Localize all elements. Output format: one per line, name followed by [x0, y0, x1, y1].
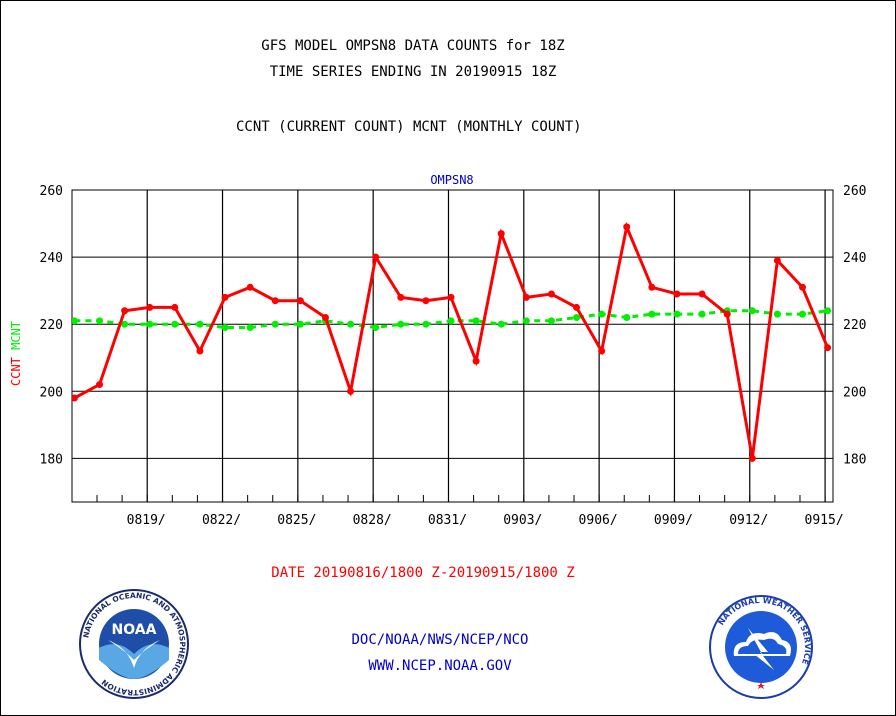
- x-tick-label: 0819/: [127, 513, 166, 528]
- x-tick-label: 0825/: [277, 513, 316, 528]
- data-point-ccnt: [598, 347, 606, 355]
- data-point-mcnt: [96, 317, 104, 325]
- data-point-mcnt: [497, 320, 505, 328]
- y-axis-label: CCNT MCNT: [9, 321, 23, 386]
- data-point-ccnt: [648, 283, 656, 291]
- data-point-mcnt: [221, 324, 229, 332]
- x-tick-label: 0915/: [805, 513, 844, 528]
- data-point-mcnt: [472, 317, 480, 325]
- data-point-ccnt: [121, 307, 129, 315]
- data-point-ccnt: [221, 293, 229, 301]
- chart-subtitle: TIME SERIES ENDING IN 20190915 18Z: [269, 64, 557, 80]
- data-point-mcnt: [171, 320, 179, 328]
- data-point-mcnt: [824, 307, 832, 315]
- y-tick-label-left: 180: [40, 452, 63, 467]
- website-label: WWW.NCEP.NOAA.GOV: [368, 658, 512, 674]
- data-point-mcnt: [72, 317, 78, 325]
- x-tick-label: 0906/: [579, 513, 618, 528]
- data-point-ccnt: [397, 293, 405, 301]
- agency-label: DOC/NOAA/NWS/NCEP/NCO: [351, 632, 529, 648]
- y-tick-label-right: 220: [843, 318, 866, 333]
- y-tick-label-left: 220: [40, 318, 63, 333]
- data-point-mcnt: [246, 324, 254, 332]
- data-point-mcnt: [522, 317, 530, 325]
- data-point-ccnt: [547, 290, 555, 298]
- data-point-mcnt: [673, 310, 681, 318]
- data-point-ccnt: [321, 313, 329, 321]
- chart-title: GFS MODEL OMPSN8 DATA COUNTS for 18Z: [261, 38, 565, 54]
- y-tick-label-right: 240: [843, 251, 866, 266]
- data-point-mcnt: [623, 313, 631, 321]
- data-point-mcnt: [748, 307, 756, 315]
- y-tick-label-left: 260: [40, 184, 63, 199]
- data-point-ccnt: [196, 347, 204, 355]
- data-point-ccnt: [146, 303, 154, 311]
- data-point-ccnt: [623, 223, 631, 231]
- data-point-ccnt: [698, 290, 706, 298]
- data-point-ccnt: [673, 290, 681, 298]
- x-tick-label: 0912/: [729, 513, 768, 528]
- data-point-ccnt: [723, 310, 731, 318]
- plot-title: OMPSN8: [430, 173, 473, 187]
- chart-description: CCNT (CURRENT COUNT) MCNT (MONTHLY COUNT…: [236, 119, 582, 135]
- noaa-logo: NATIONAL OCEANIC AND ATMOSPHERIC ADMINIS…: [79, 589, 189, 699]
- data-point-ccnt: [798, 283, 806, 291]
- data-point-mcnt: [372, 324, 380, 332]
- data-point-ccnt: [271, 297, 279, 305]
- data-point-mcnt: [547, 317, 555, 325]
- data-point-mcnt: [397, 320, 405, 328]
- data-point-mcnt: [598, 310, 606, 318]
- data-point-ccnt: [422, 297, 430, 305]
- y-axis-label-mcnt: MCNT: [9, 321, 23, 357]
- data-point-ccnt: [573, 303, 581, 311]
- data-point-mcnt: [121, 320, 129, 328]
- data-point-ccnt: [447, 293, 455, 301]
- data-point-mcnt: [573, 313, 581, 321]
- data-point-mcnt: [196, 320, 204, 328]
- data-point-ccnt: [296, 297, 304, 305]
- data-point-ccnt: [824, 344, 832, 352]
- data-point-mcnt: [347, 320, 355, 328]
- data-point-mcnt: [271, 320, 279, 328]
- data-point-mcnt: [422, 320, 430, 328]
- x-tick-label: 0828/: [353, 513, 392, 528]
- data-point-ccnt: [472, 357, 480, 365]
- y-tick-label-right: 180: [843, 452, 866, 467]
- data-point-mcnt: [773, 310, 781, 318]
- nws-logo: NATIONAL WEATHER SERVICE: [709, 595, 813, 699]
- x-tick-label: 0909/: [654, 513, 693, 528]
- date-range-label: DATE 20190816/1800 Z-20190915/1800 Z: [271, 565, 575, 581]
- data-point-ccnt: [171, 303, 179, 311]
- data-point-ccnt: [773, 256, 781, 264]
- data-point-mcnt: [447, 317, 455, 325]
- data-point-mcnt: [146, 320, 154, 328]
- x-tick-label: 0831/: [428, 513, 467, 528]
- data-point-ccnt: [748, 454, 756, 462]
- y-tick-label-left: 240: [40, 251, 63, 266]
- data-point-ccnt: [72, 394, 78, 402]
- y-tick-label-right: 260: [843, 184, 866, 199]
- data-point-mcnt: [698, 310, 706, 318]
- noaa-logo-text: NOAA: [112, 622, 157, 638]
- data-point-ccnt: [522, 293, 530, 301]
- y-tick-label-right: 200: [843, 385, 866, 400]
- y-axis-label-ccnt: CCNT: [9, 357, 23, 386]
- data-point-ccnt: [96, 381, 104, 389]
- x-tick-label: 0903/: [503, 513, 542, 528]
- plot-area: [71, 189, 834, 503]
- data-point-mcnt: [648, 310, 656, 318]
- y-tick-label-left: 200: [40, 385, 63, 400]
- x-tick-label: 0822/: [202, 513, 241, 528]
- data-point-ccnt: [347, 387, 355, 395]
- data-point-ccnt: [372, 253, 380, 261]
- data-point-mcnt: [296, 320, 304, 328]
- data-point-ccnt: [497, 230, 505, 238]
- data-point-mcnt: [798, 310, 806, 318]
- data-point-ccnt: [246, 283, 254, 291]
